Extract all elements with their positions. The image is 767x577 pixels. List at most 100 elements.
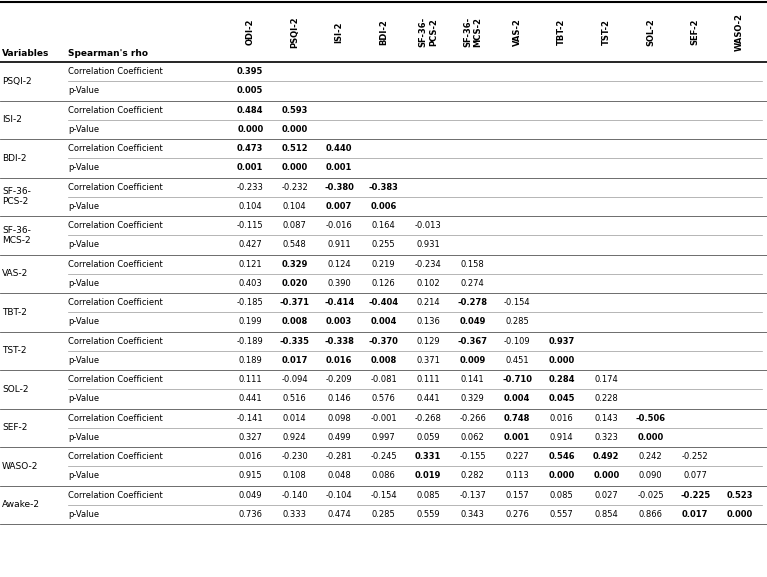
Text: 0.104: 0.104 (283, 202, 307, 211)
Text: 0.189: 0.189 (239, 356, 262, 365)
Text: Correlation Coefficient: Correlation Coefficient (68, 414, 163, 422)
Text: 0.077: 0.077 (683, 471, 707, 481)
Text: 0.111: 0.111 (416, 375, 440, 384)
Text: -0.338: -0.338 (324, 336, 354, 346)
Text: -0.233: -0.233 (237, 183, 264, 192)
Text: Spearman's rho: Spearman's rho (68, 49, 148, 58)
Text: -0.189: -0.189 (237, 336, 264, 346)
Text: p-Value: p-Value (68, 125, 99, 134)
Text: p-Value: p-Value (68, 163, 99, 173)
Text: ISI-2: ISI-2 (334, 21, 344, 43)
Text: 0.049: 0.049 (239, 490, 262, 500)
Text: 0.020: 0.020 (281, 279, 308, 288)
Text: -0.109: -0.109 (504, 336, 531, 346)
Text: p-Value: p-Value (68, 433, 99, 442)
Text: TBT-2: TBT-2 (558, 19, 566, 45)
Text: 0.158: 0.158 (461, 260, 485, 269)
Text: BDI-2: BDI-2 (2, 153, 27, 163)
Text: 0.108: 0.108 (283, 471, 307, 481)
Text: SF-36-
MCS-2: SF-36- MCS-2 (463, 17, 482, 47)
Text: -0.383: -0.383 (369, 183, 399, 192)
Text: 0.016: 0.016 (550, 414, 574, 422)
Text: 0.048: 0.048 (328, 471, 351, 481)
Text: 0.557: 0.557 (550, 510, 574, 519)
Text: 0.045: 0.045 (548, 394, 575, 403)
Text: 0.124: 0.124 (328, 260, 351, 269)
Text: 0.371: 0.371 (416, 356, 440, 365)
Text: 0.931: 0.931 (416, 241, 440, 249)
Text: -0.155: -0.155 (459, 452, 486, 461)
Text: 0.914: 0.914 (550, 433, 574, 442)
Text: 0.001: 0.001 (237, 163, 263, 173)
Text: 0.427: 0.427 (239, 241, 262, 249)
Text: 0.274: 0.274 (461, 279, 485, 288)
Text: 0.255: 0.255 (372, 241, 396, 249)
Text: 0.000: 0.000 (237, 125, 263, 134)
Text: 0.008: 0.008 (281, 317, 308, 327)
Text: Correlation Coefficient: Correlation Coefficient (68, 336, 163, 346)
Text: -0.506: -0.506 (636, 414, 666, 422)
Text: 0.090: 0.090 (639, 471, 663, 481)
Text: Correlation Coefficient: Correlation Coefficient (68, 67, 163, 76)
Text: 0.559: 0.559 (416, 510, 440, 519)
Text: 0.143: 0.143 (594, 414, 618, 422)
Text: 0.285: 0.285 (505, 317, 529, 327)
Text: SOL-2: SOL-2 (2, 385, 28, 394)
Text: 0.003: 0.003 (326, 317, 352, 327)
Text: SOL-2: SOL-2 (647, 18, 655, 46)
Text: 0.546: 0.546 (548, 452, 575, 461)
Text: PSQI-2: PSQI-2 (290, 16, 299, 48)
Text: Correlation Coefficient: Correlation Coefficient (68, 183, 163, 192)
Text: SEF-2: SEF-2 (691, 18, 700, 45)
Text: SF-36-
MCS-2: SF-36- MCS-2 (2, 226, 31, 245)
Text: Correlation Coefficient: Correlation Coefficient (68, 490, 163, 500)
Text: 0.121: 0.121 (239, 260, 262, 269)
Text: 0.997: 0.997 (372, 433, 396, 442)
Text: 0.576: 0.576 (372, 394, 396, 403)
Text: -0.234: -0.234 (415, 260, 442, 269)
Text: 0.126: 0.126 (372, 279, 396, 288)
Text: 0.285: 0.285 (372, 510, 396, 519)
Text: -0.414: -0.414 (324, 298, 354, 307)
Text: 0.000: 0.000 (281, 125, 308, 134)
Text: 0.937: 0.937 (548, 336, 575, 346)
Text: -0.154: -0.154 (370, 490, 397, 500)
Text: -0.225: -0.225 (680, 490, 710, 500)
Text: ISI-2: ISI-2 (2, 115, 22, 124)
Text: 0.440: 0.440 (326, 144, 353, 153)
Text: SF-36-
PCS-2: SF-36- PCS-2 (419, 17, 438, 47)
Text: -0.370: -0.370 (369, 336, 399, 346)
Text: -0.245: -0.245 (370, 452, 397, 461)
Text: -0.141: -0.141 (237, 414, 264, 422)
Text: 0.228: 0.228 (594, 394, 618, 403)
Text: -0.185: -0.185 (237, 298, 264, 307)
Text: 0.214: 0.214 (416, 298, 440, 307)
Text: TST-2: TST-2 (2, 346, 27, 355)
Text: 0.005: 0.005 (237, 87, 263, 95)
Text: p-Value: p-Value (68, 510, 99, 519)
Text: p-Value: p-Value (68, 241, 99, 249)
Text: 0.451: 0.451 (505, 356, 529, 365)
Text: 0.027: 0.027 (594, 490, 618, 500)
Text: 0.227: 0.227 (505, 452, 529, 461)
Text: -0.380: -0.380 (324, 183, 354, 192)
Text: 0.014: 0.014 (283, 414, 307, 422)
Text: -0.001: -0.001 (370, 414, 397, 422)
Text: 0.523: 0.523 (726, 490, 753, 500)
Text: 0.331: 0.331 (415, 452, 442, 461)
Text: 0.000: 0.000 (726, 510, 753, 519)
Text: 0.473: 0.473 (237, 144, 263, 153)
Text: 0.000: 0.000 (637, 433, 664, 442)
Text: VAS-2: VAS-2 (513, 18, 522, 46)
Text: 0.059: 0.059 (416, 433, 440, 442)
Text: 0.004: 0.004 (370, 317, 397, 327)
Text: WASO-2: WASO-2 (2, 462, 38, 471)
Text: -0.335: -0.335 (280, 336, 310, 346)
Text: 0.164: 0.164 (372, 221, 396, 230)
Text: 0.403: 0.403 (239, 279, 262, 288)
Text: 0.111: 0.111 (239, 375, 262, 384)
Text: -0.137: -0.137 (459, 490, 486, 500)
Text: -0.104: -0.104 (326, 490, 353, 500)
Text: -0.230: -0.230 (281, 452, 308, 461)
Text: 0.006: 0.006 (370, 202, 397, 211)
